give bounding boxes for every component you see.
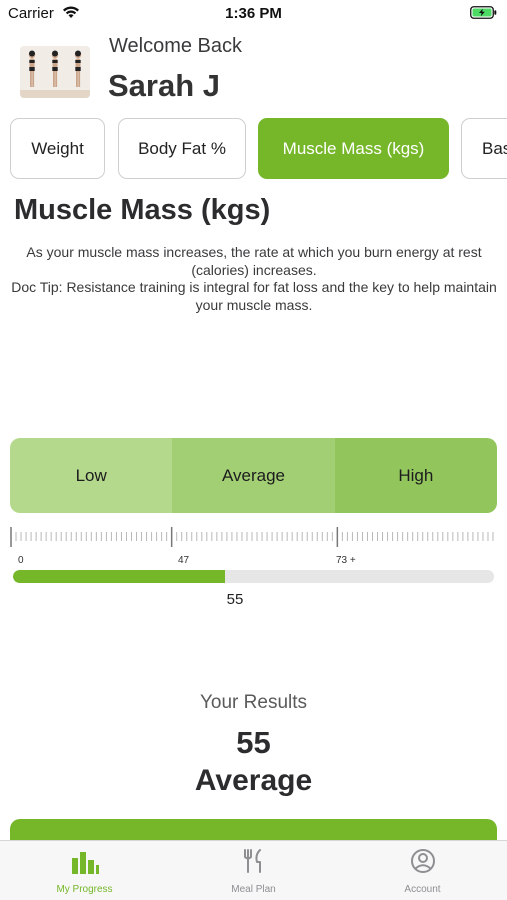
- header: Welcome Back Sarah J: [0, 28, 507, 114]
- range-low: Low: [10, 438, 173, 513]
- status-bar: Carrier 1:36 PM: [0, 0, 507, 28]
- metric-tabs: Weight Body Fat % Muscle Mass (kgs) Bas: [0, 118, 507, 180]
- progress-fill: [13, 570, 225, 583]
- progress-value: 55: [226, 591, 244, 608]
- clock: 1:36 PM: [225, 5, 282, 22]
- tab-label: My Progress: [56, 884, 113, 895]
- tab-body-fat[interactable]: Body Fat %: [118, 118, 246, 179]
- tab-label: Meal Plan: [231, 884, 276, 895]
- tab-meal-plan[interactable]: Meal Plan: [169, 841, 338, 900]
- doc-tip-text: Doc Tip: Resistance training is integral…: [11, 279, 497, 313]
- tab-basal[interactable]: Bas: [461, 118, 507, 179]
- scale-tick-label: 73 +: [336, 555, 356, 566]
- tab-account[interactable]: Account: [338, 841, 507, 900]
- user-circle-icon: [410, 848, 436, 879]
- tab-muscle-mass[interactable]: Muscle Mass (kgs): [258, 118, 449, 179]
- range-card: Low Average High: [10, 438, 497, 513]
- results-category: Average: [194, 764, 313, 797]
- results-value: 55: [236, 725, 271, 760]
- bar-chart-icon: [70, 848, 100, 879]
- wifi-icon: [62, 5, 80, 24]
- battery-charging-icon: [470, 6, 497, 24]
- welcome-text: Welcome Back: [109, 35, 243, 57]
- scale-tick-label: 47: [178, 555, 190, 566]
- progress-bar: [13, 570, 494, 583]
- tab-my-progress[interactable]: My Progress: [0, 841, 169, 900]
- range-high: High: [334, 438, 497, 513]
- user-name: Sarah J: [108, 68, 221, 103]
- fork-knife-icon: [242, 848, 266, 879]
- avatar[interactable]: [20, 46, 90, 98]
- tab-weight[interactable]: Weight: [10, 118, 105, 179]
- scale-ruler: [10, 527, 494, 547]
- results-label: Your Results: [199, 692, 308, 713]
- description-text: As your muscle mass increases, the rate …: [26, 244, 482, 278]
- carrier-label: Carrier: [8, 5, 54, 22]
- scale-tick-label: 0: [18, 555, 24, 566]
- section-title: Muscle Mass (kgs): [14, 194, 271, 226]
- tab-label: Account: [404, 884, 441, 895]
- tab-bar: My Progress Meal Plan Account: [0, 840, 507, 900]
- range-average: Average: [172, 438, 335, 513]
- section-description: As your muscle mass increases, the rate …: [8, 244, 500, 314]
